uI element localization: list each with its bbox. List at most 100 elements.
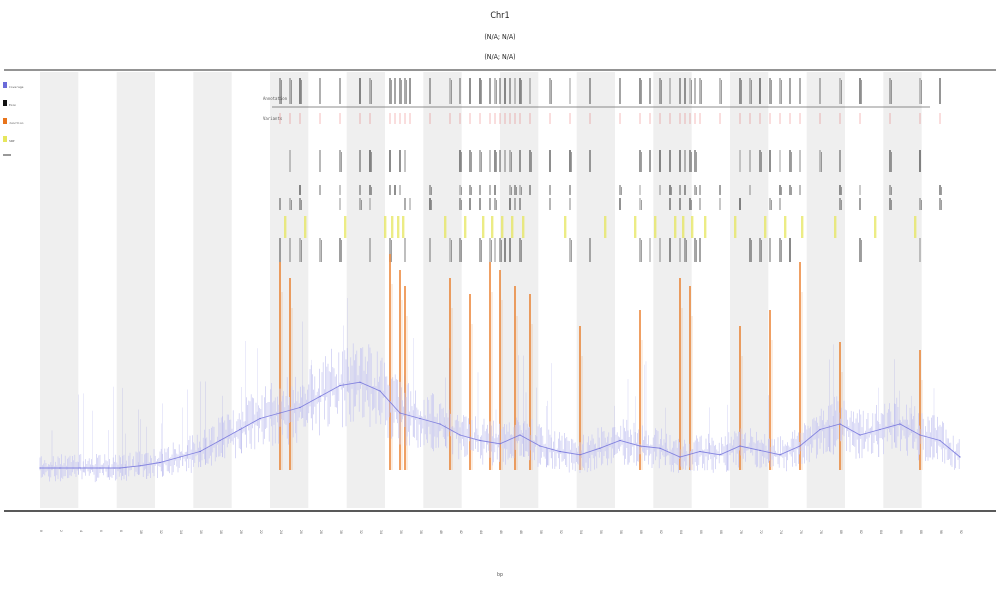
coverage-point xyxy=(339,384,341,387)
coverage-point xyxy=(559,450,561,453)
snp-mark xyxy=(764,216,767,238)
legend-label-snp: SNP xyxy=(9,139,15,143)
coverage-point xyxy=(819,428,821,431)
coverage-point xyxy=(779,454,781,456)
snp-mark xyxy=(674,216,677,238)
coverage-point xyxy=(459,434,461,436)
x-tick-label: 28 xyxy=(319,530,323,534)
x-tick-label: 60 xyxy=(639,530,643,534)
x-tick-label: 66 xyxy=(699,530,703,534)
coverage-point xyxy=(239,428,241,431)
x-tick-label: 20 xyxy=(239,530,243,534)
coverage-point xyxy=(439,423,441,425)
chart-title-line-2: (N/A; N/A) xyxy=(484,33,515,41)
x-tick-label: 2 xyxy=(59,530,63,532)
track-label-variants: Variants xyxy=(263,116,283,121)
snp-mark xyxy=(464,216,467,238)
coverage-point xyxy=(99,467,101,469)
x-tick-label: 18 xyxy=(219,530,223,534)
snp-mark xyxy=(604,216,607,238)
coverage-point xyxy=(859,434,861,436)
background-band xyxy=(653,72,692,508)
snp-mark xyxy=(501,216,504,238)
coverage-point xyxy=(599,447,601,449)
x-tick-label: 44 xyxy=(479,530,483,534)
coverage-point xyxy=(959,456,961,458)
coverage-point xyxy=(519,434,521,436)
snp-track xyxy=(284,216,917,238)
x-tick-label: 16 xyxy=(199,530,203,534)
coverage-point xyxy=(899,423,901,425)
x-tick-label: 30 xyxy=(339,530,343,534)
x-tick-labels: 0 2 4 6 8 10 12 14 16 18 20 22 24 26 28 30 32 34 36 38 40 42 4… xyxy=(39,530,963,534)
coverage-point xyxy=(199,450,201,453)
x-tick-label: 54 xyxy=(579,530,583,534)
coverage-point xyxy=(939,439,941,442)
x-tick-label: 6 xyxy=(99,530,103,532)
x-axis-label: bp xyxy=(497,572,503,578)
coverage-point xyxy=(359,381,361,383)
coverage-point xyxy=(39,467,41,469)
x-tick-label: 68 xyxy=(719,530,723,534)
legend: Coverage Exon Junction SNP xyxy=(3,82,24,156)
snp-mark xyxy=(344,216,347,238)
x-tick-label: 92 xyxy=(959,530,963,534)
coverage-point xyxy=(319,395,321,398)
legend-label-exon: Exon xyxy=(9,103,16,107)
chart-title-line-3: (N/A; N/A) xyxy=(484,53,515,61)
background-band xyxy=(730,72,769,508)
snp-mark xyxy=(304,216,307,238)
coverage-point xyxy=(839,423,841,425)
x-tick-label: 56 xyxy=(599,530,603,534)
coverage-point xyxy=(139,465,141,467)
legend-label-junction: Junction xyxy=(9,121,24,125)
legend-swatch-snp xyxy=(3,136,7,142)
x-tick-label: 36 xyxy=(399,530,403,534)
x-tick-label: 64 xyxy=(679,530,683,534)
x-tick-label: 10 xyxy=(139,530,143,534)
snp-mark xyxy=(654,216,657,238)
snp-mark xyxy=(874,216,877,238)
snp-mark xyxy=(734,216,737,238)
x-tick-label: 26 xyxy=(299,530,303,534)
coverage-point xyxy=(919,434,921,436)
background-band xyxy=(40,72,79,508)
x-tick-label: 40 xyxy=(439,530,443,534)
coverage-point xyxy=(479,439,481,442)
coverage-point xyxy=(639,445,641,447)
snp-mark xyxy=(634,216,637,238)
x-tick-label: 34 xyxy=(379,530,383,534)
coverage-point xyxy=(539,445,541,447)
snp-mark xyxy=(914,216,917,238)
chart-title-line-1: Chr1 xyxy=(490,11,509,21)
x-tick-label: 4 xyxy=(79,530,83,532)
x-tick-label: 86 xyxy=(899,530,903,534)
x-tick-label: 80 xyxy=(839,530,843,534)
legend-swatch-coverage xyxy=(3,82,7,88)
x-tick-label: 78 xyxy=(819,530,823,534)
snp-mark xyxy=(482,216,485,238)
x-tick-label: 38 xyxy=(419,530,423,534)
snp-mark xyxy=(704,216,707,238)
coverage-point xyxy=(499,443,501,445)
x-tick-label: 82 xyxy=(859,530,863,534)
background-band xyxy=(576,72,615,508)
x-tick-label: 48 xyxy=(519,530,523,534)
x-tick-label: 90 xyxy=(939,530,943,534)
x-tick-label: 0 xyxy=(39,530,43,532)
snp-mark xyxy=(397,216,400,238)
snp-mark xyxy=(284,216,287,238)
exon-tracks xyxy=(279,78,942,262)
coverage-point xyxy=(279,412,281,414)
snp-mark xyxy=(402,216,405,238)
legend-swatch-exon xyxy=(3,100,7,106)
x-tick-label: 8 xyxy=(119,530,123,532)
x-tick-label: 62 xyxy=(659,530,663,534)
x-tick-label: 32 xyxy=(359,530,363,534)
x-tick-label: 42 xyxy=(459,530,463,534)
coverage-point xyxy=(179,456,181,458)
snp-mark xyxy=(801,216,804,238)
background-band xyxy=(116,72,155,508)
coverage-point xyxy=(879,428,881,431)
